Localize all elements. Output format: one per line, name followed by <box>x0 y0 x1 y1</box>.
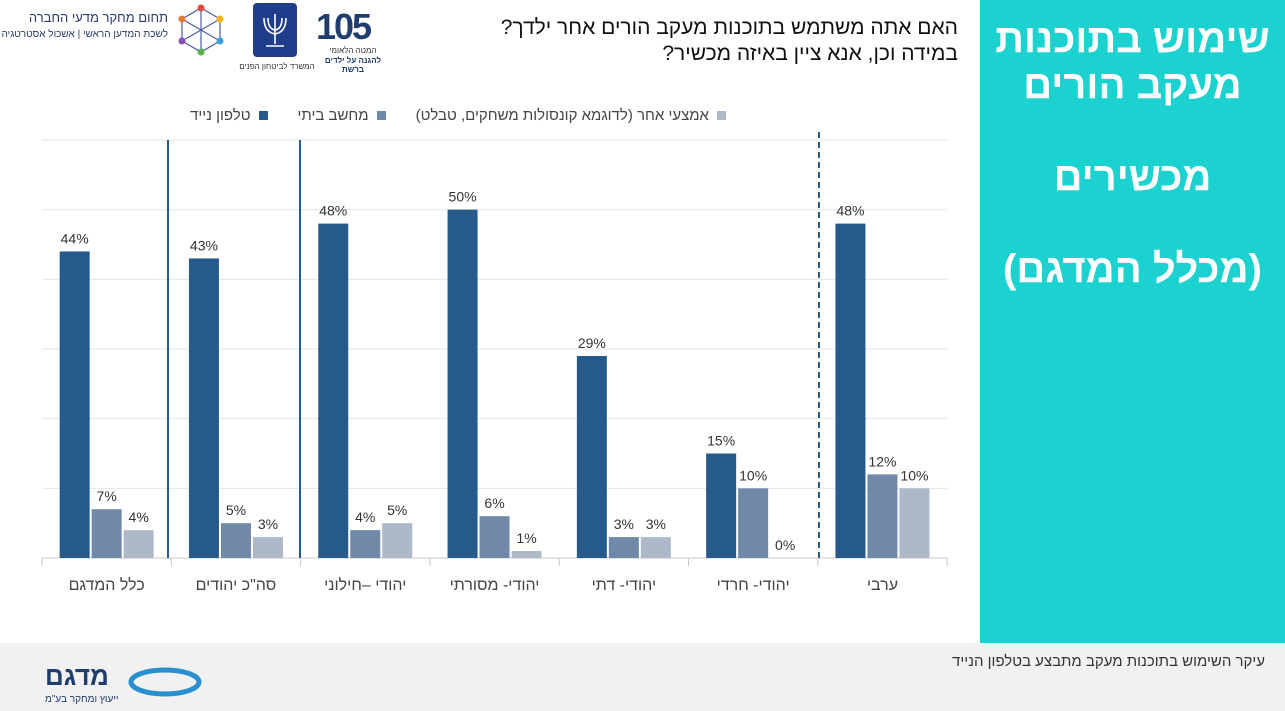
legend-item-mobile: טלפון נייד <box>190 107 268 124</box>
legend-item-other: אמצעי אחר (לדוגמא קונסולות משחקים, טבלט) <box>416 107 726 124</box>
emblem-icon <box>253 3 297 57</box>
bar <box>640 537 671 558</box>
legend-label-mobile: טלפון נייד <box>190 106 251 124</box>
side-title-line3: מכשירים <box>1053 155 1212 199</box>
data-label: 1% <box>516 530 536 546</box>
data-label: 15% <box>707 433 735 449</box>
data-label: 3% <box>614 516 634 532</box>
hotline-logo-line2: להגנה על ילדים ברשת <box>324 56 382 74</box>
side-panel: שימוש בתוכנות מעקב הורים מכשירים (מכלל ה… <box>980 0 1285 643</box>
footer-note: עיקר השימוש בתוכנות מעקב מתבצע בטלפון הנ… <box>952 653 1265 670</box>
bar <box>576 355 607 558</box>
chart-legend: טלפון נייד מחשב ביתי אמצעי אחר (לדוגמא ק… <box>190 104 830 126</box>
question-line2: במידה וכן, אנא ציין באיזה מכשיר? <box>662 42 958 66</box>
hotline-logo-line1: המטה הלאומי <box>329 46 377 55</box>
legend-swatch-mobile <box>258 110 268 120</box>
brand-logo: מדגם ייעוץ ומחקר בע"מ <box>45 661 202 705</box>
data-label: 5% <box>226 502 246 518</box>
bar <box>479 516 510 558</box>
category-label: כלל המדגם <box>69 576 145 594</box>
data-label: 50% <box>449 189 477 205</box>
data-label: 5% <box>387 502 407 518</box>
bar-chart: 44% 7% 4% כלל המדגם 43% 5% 3% סה"כ יהודים 48% 4% 5… <box>41 132 948 594</box>
data-label: 43% <box>190 237 218 253</box>
side-title-line4: (מכלל המדגם) <box>1003 247 1262 291</box>
side-title-line1: שימוש בתוכנות <box>995 17 1270 61</box>
data-label: 3% <box>258 516 278 532</box>
bar <box>867 474 898 558</box>
category-label: יהודי- דתי <box>592 577 657 594</box>
bar <box>511 551 542 558</box>
bar <box>835 223 866 558</box>
data-label: 0% <box>775 537 795 553</box>
data-label: 7% <box>97 488 117 504</box>
bar <box>91 509 122 558</box>
bar <box>220 523 251 558</box>
data-label: 48% <box>836 203 864 219</box>
society-logo-line2: לשכת המדען הראשי | אשכול אסטרטגיה <box>1 29 169 40</box>
data-label: 29% <box>578 335 606 351</box>
category-label: ערבי <box>867 577 898 594</box>
bar <box>608 537 639 558</box>
data-label: 12% <box>868 453 896 469</box>
legend-item-computer: מחשב ביתי <box>298 107 386 124</box>
brand-tagline: ייעוץ ומחקר בע"מ <box>45 694 119 705</box>
bar <box>59 251 90 558</box>
data-label: 4% <box>355 509 375 525</box>
category-label: סה"כ יהודים <box>196 577 277 594</box>
brand-swoosh-icon <box>128 667 202 697</box>
logos-area: תחום מחקר מדעי החברה לשכת המדען הראשי | … <box>0 0 400 80</box>
data-label: 10% <box>739 467 767 483</box>
question-line1: האם אתה משתמש בתוכנות מעקב הורים אחר ילד… <box>500 16 958 39</box>
question: האם אתה משתמש בתוכנות מעקב הורים אחר ילד… <box>398 15 958 68</box>
category-label: יהודי –חילוני <box>324 576 406 594</box>
bar <box>350 530 381 558</box>
legend-label-other: אמצעי אחר (לדוגמא קונסולות משחקים, טבלט) <box>415 106 709 124</box>
bar <box>899 488 930 558</box>
network-icon <box>178 4 224 56</box>
footer: עיקר השימוש בתוכנות מעקב מתבצע בטלפון הנ… <box>0 643 1285 711</box>
side-title-line2: מעקב הורים <box>1023 63 1242 107</box>
bar <box>706 453 737 558</box>
legend-swatch-computer <box>376 110 386 120</box>
bar <box>382 523 413 558</box>
brand-name: מדגם <box>45 661 109 691</box>
bar <box>738 488 769 558</box>
data-label: 48% <box>319 203 347 219</box>
bar <box>252 537 283 558</box>
hotline-number: 105 <box>316 6 372 47</box>
bar <box>447 209 478 558</box>
data-label: 44% <box>61 230 89 246</box>
data-label: 4% <box>129 509 149 525</box>
legend-label-computer: מחשב ביתי <box>297 106 369 124</box>
category-label: יהודי- מסורתי <box>450 577 540 594</box>
category-label: יהודי- חרדי <box>717 577 790 594</box>
data-label: 10% <box>900 467 928 483</box>
legend-swatch-other <box>716 110 726 120</box>
data-label: 6% <box>484 495 504 511</box>
data-label: 3% <box>646 516 666 532</box>
ministry-logo-text: המשרד לביטחון הפנים <box>239 62 315 71</box>
bar <box>318 223 349 558</box>
bar <box>188 258 219 558</box>
bar <box>123 530 154 558</box>
society-logo-line1: תחום מחקר מדעי החברה <box>28 10 168 25</box>
